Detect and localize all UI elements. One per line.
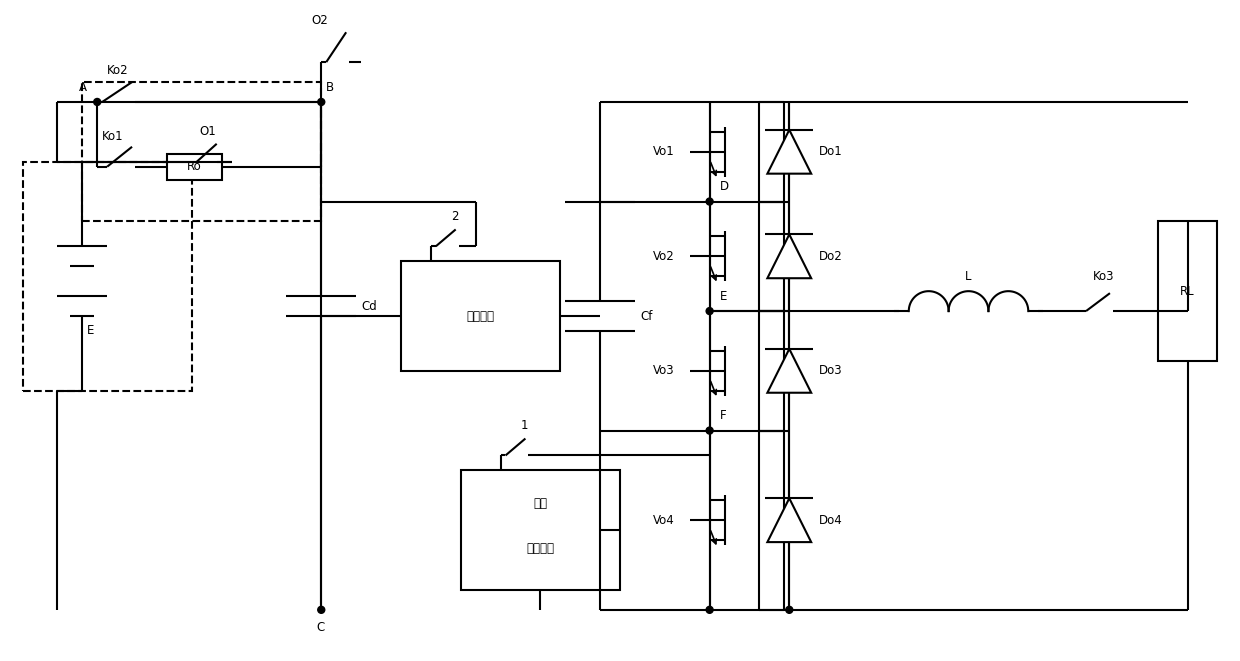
Text: E: E [719, 290, 727, 303]
Circle shape [786, 606, 792, 613]
Circle shape [94, 98, 100, 106]
Text: Vo2: Vo2 [653, 250, 675, 263]
Text: RL: RL [1180, 285, 1195, 297]
FancyBboxPatch shape [1158, 221, 1218, 361]
Text: C: C [316, 621, 325, 635]
Circle shape [706, 307, 713, 315]
Text: 控制模块: 控制模块 [466, 309, 495, 323]
Text: 充电模块: 充电模块 [526, 541, 554, 555]
Text: Cd: Cd [361, 299, 377, 313]
Text: E: E [87, 325, 94, 338]
Circle shape [317, 98, 325, 106]
Circle shape [706, 427, 713, 434]
Text: B: B [326, 81, 335, 93]
Text: Ko1: Ko1 [102, 130, 124, 143]
Text: L: L [965, 270, 972, 283]
Text: Do2: Do2 [820, 250, 843, 263]
Text: Ko2: Ko2 [107, 63, 129, 77]
Text: Do4: Do4 [820, 514, 843, 527]
Circle shape [706, 606, 713, 613]
Text: O2: O2 [311, 14, 329, 27]
Text: O1: O1 [200, 126, 217, 138]
Text: Do3: Do3 [820, 364, 843, 377]
Circle shape [317, 606, 325, 613]
Text: Vo4: Vo4 [653, 514, 675, 527]
Text: Vo3: Vo3 [653, 364, 675, 377]
Text: 1: 1 [521, 419, 528, 432]
Text: F: F [719, 409, 727, 422]
Text: A: A [79, 81, 87, 93]
Text: Ro: Ro [187, 160, 202, 173]
Text: D: D [719, 180, 729, 193]
FancyBboxPatch shape [401, 261, 560, 371]
Text: 2: 2 [450, 210, 459, 223]
Text: Do1: Do1 [820, 145, 843, 158]
Text: Cf: Cf [640, 309, 652, 323]
Polygon shape [768, 498, 811, 542]
Text: Vo1: Vo1 [653, 145, 675, 158]
FancyBboxPatch shape [167, 154, 222, 180]
Text: Ko3: Ko3 [1092, 270, 1115, 283]
FancyBboxPatch shape [461, 471, 620, 590]
Polygon shape [768, 349, 811, 393]
Polygon shape [768, 235, 811, 278]
Text: 第二: 第二 [533, 497, 547, 510]
Polygon shape [768, 130, 811, 174]
Circle shape [706, 198, 713, 205]
